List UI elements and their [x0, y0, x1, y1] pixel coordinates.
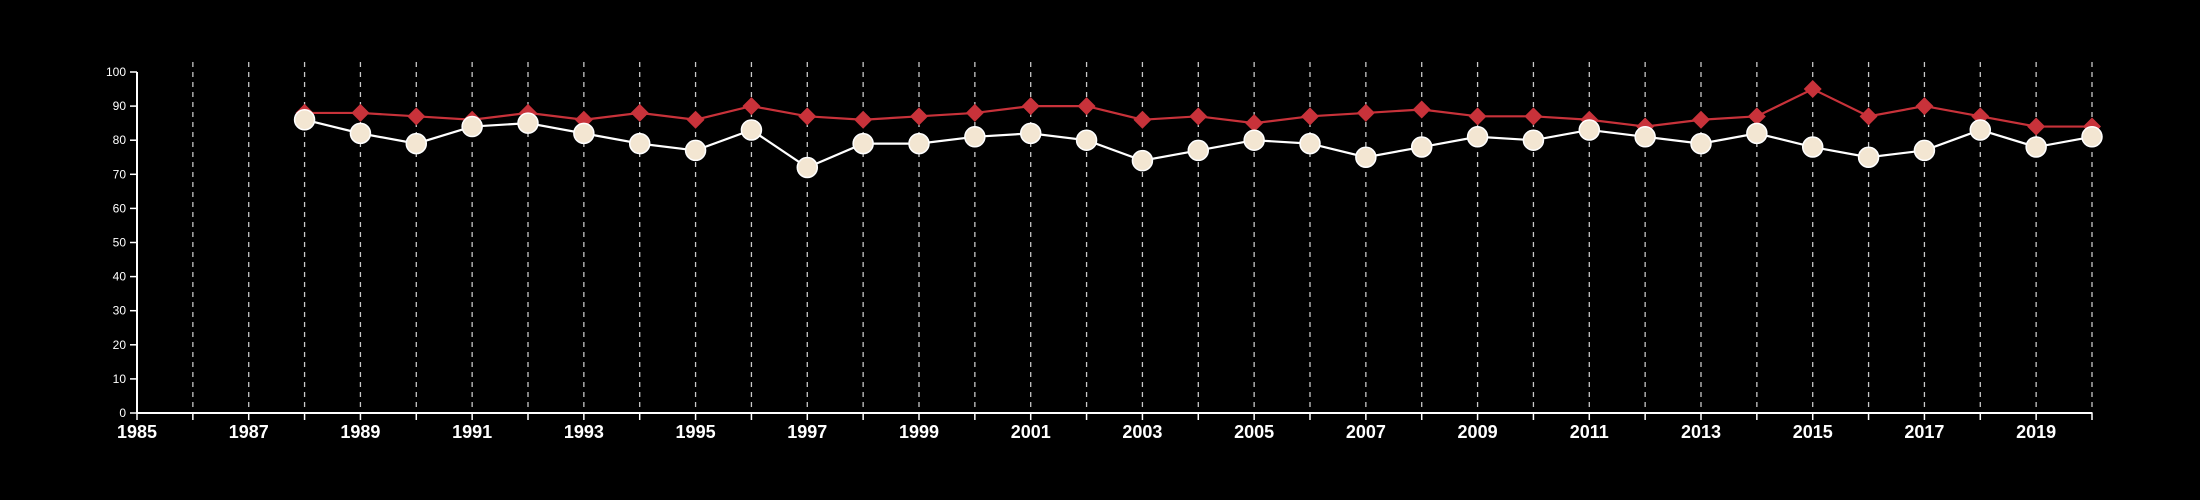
data-point-diamond — [910, 107, 928, 126]
data-point-circle — [2025, 136, 2047, 158]
data-point-circle — [1466, 126, 1489, 148]
x-tick-label: 1993 — [564, 422, 604, 442]
data-point-diamond — [1189, 107, 1208, 126]
data-point-diamond — [1412, 100, 1431, 119]
data-point-circle — [796, 156, 819, 179]
data-point-circle — [293, 108, 316, 131]
x-tick-label: 2001 — [1011, 422, 1051, 442]
data-point-circle — [1075, 129, 1098, 151]
series-layer — [293, 80, 2103, 179]
vertical-grid — [192, 62, 2093, 413]
x-tick-label: 2009 — [1458, 422, 1498, 442]
x-tick-label: 1987 — [229, 422, 269, 442]
data-point-circle — [1355, 146, 1377, 168]
data-point-diamond — [1021, 97, 1040, 116]
data-point-diamond — [407, 107, 426, 126]
data-point-circle — [740, 119, 763, 141]
data-point-circle — [1019, 122, 1042, 145]
data-point-circle — [1913, 139, 1936, 162]
data-point-circle — [1522, 129, 1545, 151]
axes: 0 10 20 30 40 50 60 70 80 90 100 1985 1987 1989 1991 19… — [106, 65, 2093, 442]
data-point-circle — [908, 132, 930, 155]
x-tick-label: 2003 — [1122, 422, 1162, 442]
data-point-diamond — [742, 97, 761, 116]
data-point-circle — [1578, 119, 1601, 141]
data-point-circle — [1634, 126, 1656, 148]
data-point-diamond — [1245, 114, 1264, 133]
data-point-circle — [1299, 132, 1321, 155]
y-tick-label: 0 — [119, 406, 126, 420]
data-point-circle — [1746, 122, 1768, 145]
x-tick-label: 2007 — [1346, 422, 1386, 442]
data-point-diamond — [1692, 110, 1710, 129]
data-point-diamond — [2027, 117, 2046, 136]
data-point-diamond — [351, 103, 370, 122]
data-point-circle — [1690, 132, 1712, 155]
data-point-diamond — [630, 103, 649, 122]
x-tick-label: 1995 — [676, 422, 716, 442]
x-tick-label: 1991 — [452, 422, 492, 442]
data-point-circle — [461, 115, 483, 138]
data-point-circle — [1801, 136, 1824, 158]
data-point-circle — [1969, 119, 1992, 141]
x-tick-label: 1985 — [117, 422, 157, 442]
data-point-diamond — [686, 110, 705, 129]
data-point-diamond — [1301, 107, 1319, 126]
data-point-circle — [684, 139, 707, 162]
data-point-circle — [349, 122, 372, 145]
x-tick-label: 2011 — [1570, 422, 1609, 442]
data-point-circle — [1410, 136, 1433, 158]
data-point-diamond — [965, 103, 984, 122]
data-point-diamond — [1859, 107, 1878, 126]
data-point-diamond — [1524, 107, 1543, 126]
data-point-circle — [628, 132, 651, 155]
y-tick-label: 80 — [113, 133, 127, 147]
data-point-diamond — [1915, 97, 1934, 116]
data-point-circle — [405, 132, 428, 155]
y-tick-label: 50 — [113, 236, 127, 250]
x-tick-label: 2017 — [1904, 422, 1944, 442]
x-tick-label: 1997 — [787, 422, 827, 442]
x-tick-label: 2019 — [2016, 422, 2056, 442]
y-tick-label: 100 — [106, 65, 126, 79]
data-point-diamond — [1468, 107, 1487, 126]
x-tick-label: 2013 — [1681, 422, 1721, 442]
data-point-circle — [1243, 129, 1265, 151]
y-tick-label: 60 — [113, 201, 127, 215]
data-point-circle — [1131, 149, 1154, 172]
data-point-circle — [1187, 139, 1210, 162]
data-point-diamond — [1356, 103, 1375, 122]
y-tick-label: 70 — [113, 167, 127, 181]
data-point-diamond — [574, 110, 593, 129]
y-tick-label: 30 — [113, 304, 127, 318]
x-tick-label: 1999 — [899, 422, 939, 442]
data-point-circle — [573, 122, 595, 145]
y-tick-label: 40 — [113, 270, 127, 284]
x-tick-label: 1989 — [340, 422, 380, 442]
data-point-circle — [964, 126, 986, 148]
data-point-diamond — [1077, 97, 1096, 116]
data-point-circle — [2081, 126, 2103, 148]
data-point-diamond — [1747, 107, 1766, 126]
x-tick-label: 2015 — [1793, 422, 1833, 442]
data-point-circle — [517, 112, 539, 134]
x-tick-label: 2005 — [1234, 422, 1274, 442]
data-point-circle — [852, 132, 874, 155]
data-point-circle — [1857, 146, 1880, 168]
y-tick-label: 10 — [113, 372, 127, 386]
data-point-diamond — [1133, 110, 1152, 129]
data-point-diamond — [1803, 80, 1822, 99]
data-point-diamond — [798, 107, 817, 126]
y-tick-label: 20 — [113, 338, 127, 352]
data-point-diamond — [854, 110, 873, 129]
y-tick-label: 90 — [113, 99, 127, 113]
